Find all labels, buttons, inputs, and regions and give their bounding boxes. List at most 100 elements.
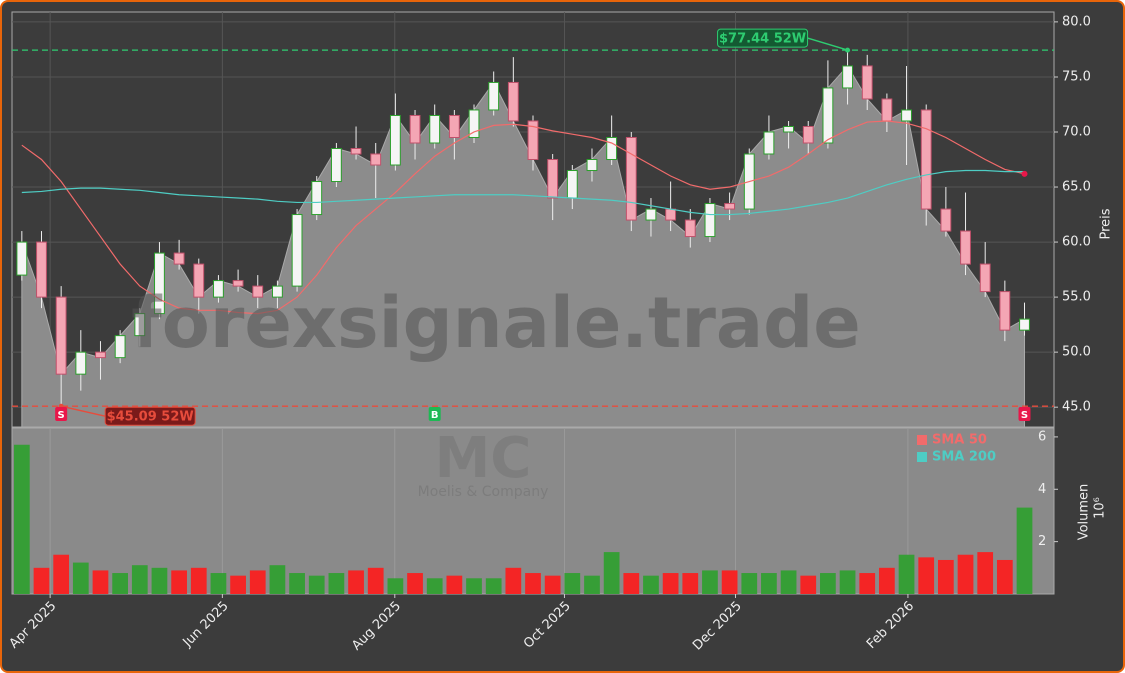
ticker-watermark: MC <box>435 426 532 491</box>
volume-bar <box>328 573 345 594</box>
volume-bar <box>348 570 364 594</box>
candle-body <box>311 181 323 216</box>
volume-bar <box>485 578 502 594</box>
candle-body <box>291 214 303 287</box>
candle-body <box>134 313 146 337</box>
volume-bar <box>780 570 797 594</box>
candle-body <box>999 291 1011 331</box>
y-tick-label: 65.0 <box>1062 180 1091 195</box>
candle-body <box>193 263 205 298</box>
candle-body <box>763 131 775 155</box>
volume-bar <box>72 562 89 594</box>
candle-body <box>547 159 559 199</box>
candle-body <box>783 125 794 133</box>
volume-bar <box>112 573 128 594</box>
volume-bar <box>544 575 561 594</box>
volume-tick-label: 6 <box>1038 429 1046 444</box>
candle-body <box>940 208 952 232</box>
candle-body <box>232 280 244 287</box>
legend-swatch <box>917 452 927 462</box>
x-tick-label: Dec 2025 <box>690 599 745 654</box>
candle-body <box>173 252 185 265</box>
annotation-box <box>104 406 196 426</box>
x-tick-label: Feb 2026 <box>864 599 917 652</box>
volume-bar <box>151 567 168 594</box>
volume-bar <box>721 570 738 594</box>
volume-bar <box>53 554 70 594</box>
candle-body <box>842 65 853 89</box>
volume-bar <box>820 573 836 594</box>
annotation-arrow <box>807 37 848 51</box>
candle-body <box>665 208 677 221</box>
candle-body <box>881 98 893 122</box>
candle-body <box>606 136 618 161</box>
volume-bar <box>407 573 423 594</box>
volume-bar <box>800 575 817 594</box>
volume-bar <box>957 554 974 594</box>
volume-bar <box>210 573 227 594</box>
candle-body <box>507 81 519 122</box>
volume-bar <box>662 573 679 594</box>
candle-body <box>409 114 421 144</box>
annotation-label: $45.09 52W <box>107 410 194 425</box>
signal-marker <box>428 407 441 421</box>
watermark: forexsignale.trade <box>131 282 860 364</box>
candle-body <box>272 285 283 298</box>
candle-body <box>448 114 460 138</box>
volume-bar <box>623 573 640 594</box>
candle-body <box>488 81 500 111</box>
candle-body <box>154 252 165 315</box>
signal-label: S <box>58 410 65 421</box>
volume-bar <box>1016 507 1033 594</box>
volume-tick-label: 2 <box>1038 534 1046 549</box>
candle-body <box>822 87 834 144</box>
x-tick-label: Apr 2025 <box>7 599 60 652</box>
volume-axis-label: Volumen <box>1077 484 1092 541</box>
legend-label: SMA 50 <box>932 433 987 448</box>
candle-body <box>901 109 912 122</box>
candle-body <box>920 109 932 210</box>
volume-bar <box>996 559 1013 594</box>
volume-bar <box>308 575 325 594</box>
volume-bar <box>761 573 777 594</box>
y-tick-label: 80.0 <box>1062 14 1091 29</box>
volume-bar <box>387 578 404 594</box>
volume-bar <box>898 554 915 594</box>
company-watermark: Moelis & Company <box>418 484 549 500</box>
volume-bar <box>879 567 895 594</box>
annotation-arrowhead <box>845 47 851 53</box>
signal-label: S <box>1021 410 1028 421</box>
annotation-arrow <box>60 405 106 417</box>
signal-label: B <box>431 410 439 421</box>
candle-body <box>330 147 342 183</box>
candle-body <box>1019 318 1030 331</box>
volume-tick-label: 4 <box>1038 482 1046 497</box>
candle-body <box>95 351 106 359</box>
signal-marker <box>1018 407 1031 421</box>
volume-bar <box>643 575 659 594</box>
volume-bar <box>918 557 935 594</box>
y-tick-label: 50.0 <box>1062 345 1091 360</box>
y-tick-label: 70.0 <box>1062 124 1091 139</box>
candle-body <box>429 114 441 144</box>
volume-bar <box>839 570 856 594</box>
volume-bar <box>289 573 305 594</box>
volume-bar <box>131 565 148 594</box>
candle-body <box>960 230 971 265</box>
sma-end-marker <box>1021 170 1028 177</box>
candle-body <box>684 219 696 238</box>
volume-bar <box>92 570 109 594</box>
volume-bar <box>741 573 758 594</box>
candle-body <box>724 203 736 210</box>
legend-label: SMA 200 <box>932 450 996 465</box>
y-axis-label: Preis <box>1099 208 1114 239</box>
candle-body <box>114 335 126 359</box>
volume-bar <box>584 575 600 594</box>
y-tick-label: 45.0 <box>1062 400 1091 415</box>
volume-bar <box>230 575 246 594</box>
y-tick-label: 55.0 <box>1062 290 1091 305</box>
candle-body <box>625 136 637 221</box>
volume-bar <box>564 573 581 594</box>
